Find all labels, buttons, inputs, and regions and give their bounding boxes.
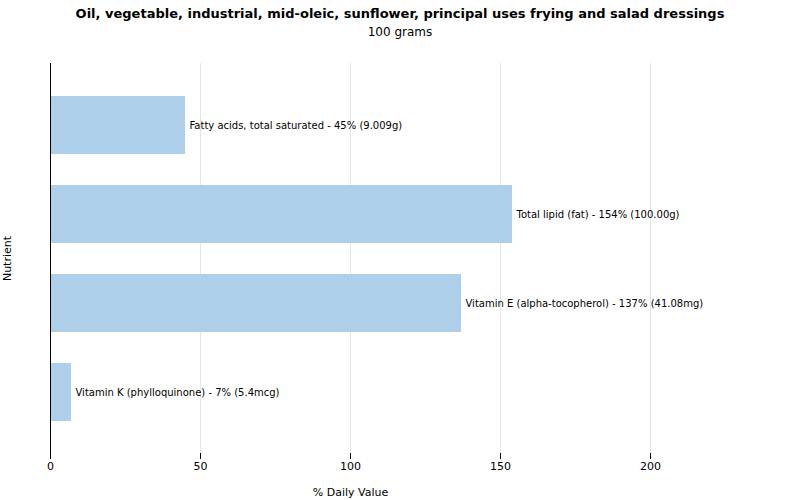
svg-text:Fatty acids, total saturated -: Fatty acids, total saturated - 45% (9.00…	[190, 120, 403, 131]
svg-text:Total lipid (fat) - 154% (100.: Total lipid (fat) - 154% (100.00g)	[516, 209, 680, 220]
html-text:100 grams: 100 grams	[367, 24, 433, 39]
svg-text:Vitamin K (phylloquinone) - 7%: Vitamin K (phylloquinone) - 7% (5.4mcg)	[76, 387, 280, 398]
svg-text:100: 100	[340, 460, 361, 473]
svg-text:Vitamin E (alpha-tocopherol) -: Vitamin E (alpha-tocopherol) - 137% (41.…	[466, 298, 704, 309]
svg-text:0: 0	[47, 460, 54, 473]
svg-text:200: 200	[640, 460, 661, 473]
svg-text:50: 50	[194, 460, 208, 473]
svg-text:Nutrient: Nutrient	[1, 235, 14, 281]
svg-text:% Daily Value: % Daily Value	[313, 485, 389, 498]
html-text:Oil, vegetable, industrial, mi: Oil, vegetable, industrial, mid-oleic, s…	[75, 6, 725, 21]
svg-text:150: 150	[490, 460, 511, 473]
